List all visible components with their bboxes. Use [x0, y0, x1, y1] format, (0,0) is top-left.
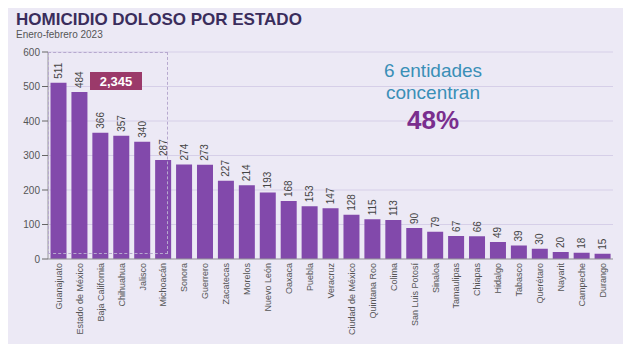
- svg-text:20: 20: [555, 237, 566, 249]
- svg-text:214: 214: [241, 164, 252, 181]
- svg-text:200: 200: [23, 185, 40, 196]
- svg-text:Nuevo León: Nuevo León: [263, 263, 273, 312]
- svg-text:Morelos: Morelos: [242, 263, 252, 296]
- svg-text:Hidalgo: Hidalgo: [493, 263, 503, 294]
- svg-text:Estado de México: Estado de México: [75, 263, 85, 335]
- svg-text:227: 227: [220, 160, 231, 177]
- svg-text:366: 366: [95, 112, 106, 129]
- svg-text:193: 193: [262, 171, 273, 188]
- svg-text:Sonora: Sonora: [179, 263, 189, 292]
- svg-text:90: 90: [409, 212, 420, 224]
- html-text:HOMICIDIO DOLOSO POR ESTADO: HOMICIDIO DOLOSO POR ESTADO: [16, 10, 302, 29]
- svg-text:Chiapas: Chiapas: [472, 263, 482, 297]
- svg-text:100: 100: [23, 219, 40, 230]
- svg-text:Jalisco: Jalisco: [138, 263, 148, 291]
- svg-text:18: 18: [576, 237, 587, 249]
- html-text:6 entidades: 6 entidades: [383, 60, 483, 81]
- svg-text:Sinaloa: Sinaloa: [431, 263, 441, 293]
- html-text:Enero-febrero 2023: Enero-febrero 2023: [16, 29, 103, 40]
- svg-text:357: 357: [116, 115, 127, 132]
- svg-text:Tabasco: Tabasco: [514, 263, 524, 297]
- svg-text:Ciudad de México: Ciudad de México: [347, 263, 357, 335]
- svg-text:511: 511: [53, 62, 64, 78]
- svg-text:600: 600: [23, 47, 40, 58]
- svg-text:Veracruz: Veracruz: [326, 263, 336, 299]
- svg-text:49: 49: [492, 227, 503, 239]
- svg-text:0: 0: [34, 254, 40, 265]
- svg-text:Quintana Roo: Quintana Roo: [368, 263, 378, 319]
- svg-text:168: 168: [283, 180, 294, 197]
- svg-text:484: 484: [74, 71, 85, 88]
- svg-text:113: 113: [388, 200, 399, 216]
- svg-text:Colima: Colima: [389, 263, 399, 291]
- svg-text:Guerrero: Guerrero: [200, 263, 210, 299]
- svg-text:Baja California: Baja California: [96, 263, 106, 322]
- svg-text:66: 66: [472, 221, 483, 233]
- svg-text:128: 128: [346, 194, 357, 211]
- svg-text:Campeche: Campeche: [577, 263, 587, 307]
- svg-text:15: 15: [597, 238, 608, 250]
- svg-text:147: 147: [325, 187, 336, 204]
- html-text:48%: 48%: [407, 105, 459, 135]
- html-text:concentran: concentran: [386, 82, 480, 103]
- svg-text:300: 300: [23, 150, 40, 161]
- svg-text:39: 39: [513, 230, 524, 242]
- svg-text:Puebla: Puebla: [305, 263, 315, 291]
- svg-text:Tamaulipas: Tamaulipas: [451, 263, 461, 309]
- svg-text:San Luis Potosí: San Luis Potosí: [410, 263, 420, 327]
- svg-text:115: 115: [367, 199, 378, 215]
- html-text:2,345: 2,345: [99, 73, 133, 89]
- svg-text:273: 273: [199, 144, 210, 161]
- svg-text:287: 287: [158, 139, 169, 156]
- svg-text:30: 30: [534, 233, 545, 245]
- svg-text:Chihuahua: Chihuahua: [117, 263, 127, 307]
- svg-text:500: 500: [23, 81, 40, 92]
- svg-text:Michoacán: Michoacán: [158, 263, 168, 307]
- svg-text:274: 274: [179, 143, 190, 160]
- svg-text:Guanajuato: Guanajuato: [54, 263, 64, 310]
- svg-text:Nayarit: Nayarit: [556, 263, 566, 292]
- svg-text:Durango: Durango: [598, 263, 608, 298]
- svg-text:340: 340: [137, 121, 148, 138]
- svg-text:Zacatecas: Zacatecas: [221, 263, 231, 305]
- svg-text:67: 67: [451, 220, 462, 232]
- svg-text:Querétaro: Querétaro: [535, 263, 545, 304]
- svg-text:153: 153: [304, 185, 315, 202]
- svg-text:400: 400: [23, 116, 40, 127]
- svg-text:Oaxaca: Oaxaca: [284, 263, 294, 294]
- svg-text:79: 79: [430, 216, 441, 228]
